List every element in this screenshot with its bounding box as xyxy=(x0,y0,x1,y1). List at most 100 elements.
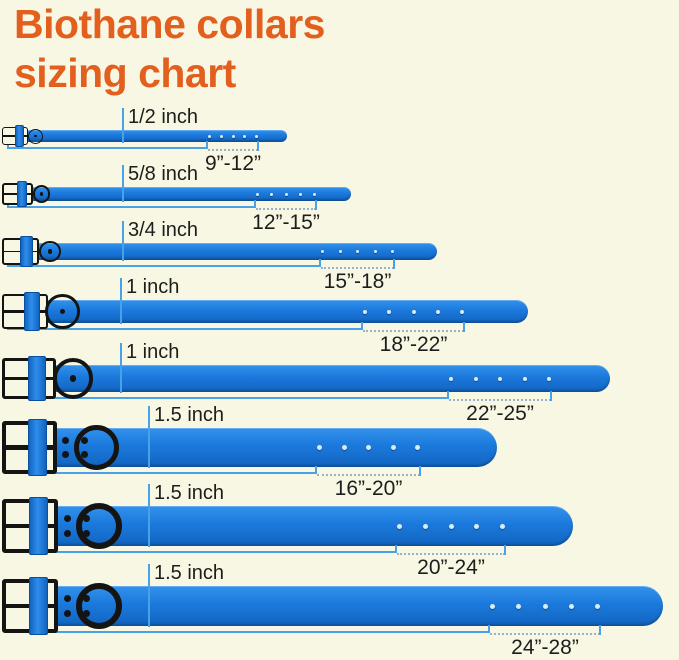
length-bracket-dashed xyxy=(208,141,259,151)
length-bracket xyxy=(7,545,397,553)
length-bracket-dashed xyxy=(363,322,465,332)
width-label: 5/8 inch xyxy=(128,163,199,185)
d-ring xyxy=(39,240,61,263)
hole-dot xyxy=(373,250,377,253)
hole-dot xyxy=(366,445,371,450)
rivet-dot xyxy=(63,594,72,602)
width-indicator-line xyxy=(148,406,150,468)
width-indicator-line xyxy=(148,484,150,547)
page-title: Biothane collars sizing chart xyxy=(14,0,325,98)
length-range-label: 22”-25” xyxy=(466,402,534,425)
hole-dot xyxy=(448,523,454,529)
hole-dot xyxy=(391,250,394,253)
d-ring xyxy=(74,425,119,470)
width-indicator-line xyxy=(120,343,122,393)
width-indicator-line xyxy=(122,108,124,143)
title-line-1: Biothane collars xyxy=(14,1,325,47)
buckle-strap-loop xyxy=(19,236,33,267)
hole-dot xyxy=(415,445,420,450)
d-ring xyxy=(32,185,51,203)
hole-dot xyxy=(356,250,359,253)
hole-dot xyxy=(422,523,428,529)
d-ring xyxy=(45,294,80,329)
width-label: 1 inch xyxy=(126,276,180,298)
hole-dot xyxy=(411,309,416,314)
buckle-strap-loop xyxy=(24,292,40,331)
hole-dot xyxy=(270,192,274,196)
buckle-strap-loop xyxy=(28,577,48,635)
collar-holes xyxy=(256,192,316,196)
hole-dot xyxy=(474,523,480,529)
length-range-label: 18”-22” xyxy=(379,333,448,356)
hole-dot xyxy=(397,523,402,529)
collar-holes xyxy=(449,376,551,381)
width-indicator-line xyxy=(122,165,124,202)
length-range-label: 24”-28” xyxy=(511,636,579,659)
buckle-strap-loop xyxy=(16,181,28,207)
width-label: 1/2 inch xyxy=(128,106,199,128)
hole-dot xyxy=(219,134,223,138)
collar-holes xyxy=(363,309,464,314)
buckle-strap-loop xyxy=(27,356,47,401)
hole-dot xyxy=(390,445,396,450)
width-label: 1.5 inch xyxy=(154,562,225,584)
width-indicator-line xyxy=(148,564,150,627)
width-label: 1 inch xyxy=(126,341,180,363)
hole-dot xyxy=(568,603,574,609)
title-line-2: sizing chart xyxy=(14,50,236,96)
hole-dot xyxy=(387,309,392,314)
rivet-dot xyxy=(62,451,70,459)
collar-row-5: 1 inch 22”-25” xyxy=(0,341,679,425)
length-bracket-dashed xyxy=(490,625,601,635)
width-indicator-line xyxy=(120,278,122,324)
collar-row-4: 1 inch 18”-22” xyxy=(0,276,679,356)
hole-dot xyxy=(338,250,342,253)
hole-dot xyxy=(284,192,288,196)
length-bracket xyxy=(7,141,208,149)
hole-dot xyxy=(231,134,235,138)
hole-dot xyxy=(498,376,502,381)
width-label: 3/4 inch xyxy=(128,219,199,241)
length-range-label: 9”-12” xyxy=(204,152,262,175)
collar-holes xyxy=(321,250,394,253)
hole-dot xyxy=(449,376,453,381)
hole-dot xyxy=(500,523,505,529)
hole-dot xyxy=(208,134,211,138)
length-bracket xyxy=(7,259,321,267)
collar-row-7: 1.5 inch 20”-24” xyxy=(0,482,679,579)
collar-holes xyxy=(208,134,258,138)
width-label: 1.5 inch xyxy=(154,404,225,426)
collar-row-2: 5/8 inch 12”-15” xyxy=(0,163,679,234)
collar-strap xyxy=(8,187,351,201)
hole-dot xyxy=(313,192,316,196)
hole-dot xyxy=(595,603,600,609)
buckle-strap-loop xyxy=(28,497,48,555)
collar-holes xyxy=(397,523,505,529)
d-ring xyxy=(28,128,44,144)
hole-dot xyxy=(321,250,324,253)
hole-dot xyxy=(542,603,548,609)
rivet-dot xyxy=(63,609,72,618)
hole-dot xyxy=(547,376,551,381)
buckle-strap-loop xyxy=(28,419,47,476)
collar-strap xyxy=(8,243,437,260)
rivet-dot xyxy=(62,436,70,444)
collar-row-3: 3/4 inch 15”-18” xyxy=(0,219,679,293)
hole-dot xyxy=(435,309,440,314)
hole-dot xyxy=(363,309,367,314)
hole-dot xyxy=(298,192,302,196)
hole-dot xyxy=(460,309,464,314)
length-bracket-dashed xyxy=(256,200,317,210)
collar-row-8: 1.5 inch 24”-28” xyxy=(0,562,679,659)
collar-holes xyxy=(490,603,600,609)
length-range-label: 20”-24” xyxy=(417,556,485,579)
width-indicator-line xyxy=(122,221,124,261)
length-bracket-dashed xyxy=(449,391,552,401)
collar-holes xyxy=(317,445,420,450)
rivet-dot xyxy=(63,529,72,538)
d-ring xyxy=(76,583,122,629)
hole-dot xyxy=(473,376,478,381)
d-ring xyxy=(76,503,122,549)
collar-strap xyxy=(8,365,610,392)
hole-dot xyxy=(516,603,522,609)
